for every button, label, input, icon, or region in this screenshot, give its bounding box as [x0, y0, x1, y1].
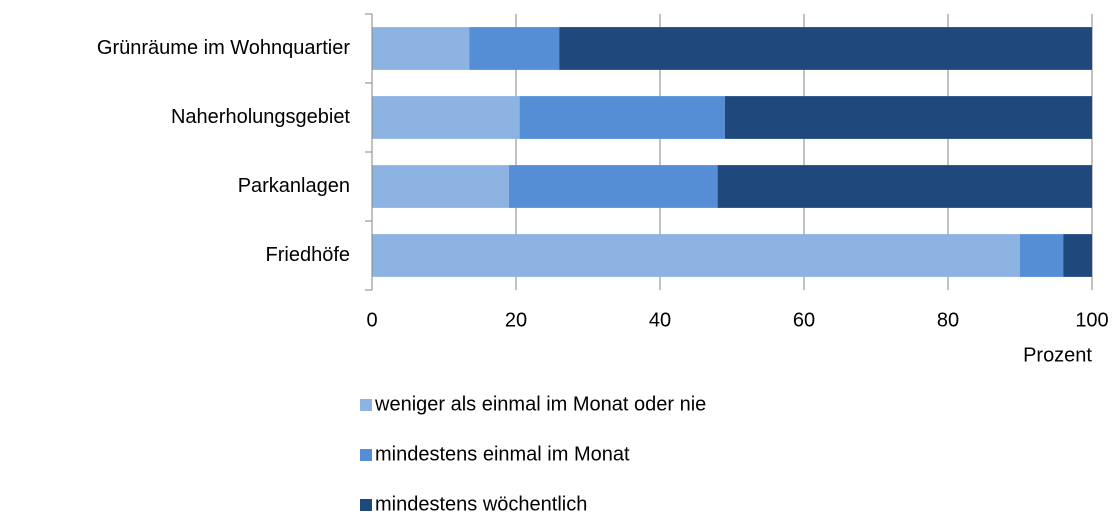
bar-segment	[372, 165, 509, 208]
x-tick-label: 40	[649, 309, 671, 331]
x-tick-label: 20	[505, 309, 527, 331]
legend-label: weniger als einmal im Monat oder nie	[374, 393, 706, 415]
legend-swatch	[360, 399, 372, 411]
legend-swatch	[360, 449, 372, 461]
bar-segment	[717, 165, 1092, 208]
legend-swatch	[360, 499, 372, 511]
y-tick-label: Naherholungsgebiet	[171, 106, 350, 128]
bar-segment	[519, 96, 725, 139]
y-tick-label: Parkanlagen	[238, 175, 350, 197]
bar-segment	[559, 27, 1092, 70]
y-tick-label: Friedhöfe	[266, 244, 351, 266]
bar-segment	[1020, 234, 1064, 277]
bar-segment	[372, 27, 470, 70]
x-tick-label: 60	[793, 309, 815, 331]
bar-segment	[508, 165, 718, 208]
legend-label: mindestens wöchentlich	[375, 493, 587, 515]
legend-label: mindestens einmal im Monat	[375, 443, 630, 465]
bar-segment	[372, 96, 520, 139]
x-tick-label: 80	[937, 309, 959, 331]
y-tick-label: Grünräume im Wohnquartier	[97, 37, 350, 59]
bar-segment	[372, 234, 1020, 277]
bar-segment	[1063, 234, 1092, 277]
bar-segment	[724, 96, 1092, 139]
x-tick-label: 100	[1075, 309, 1108, 331]
bar-segment	[469, 27, 560, 70]
x-tick-label: 0	[366, 309, 377, 331]
x-axis-label: Prozent	[1023, 344, 1092, 366]
